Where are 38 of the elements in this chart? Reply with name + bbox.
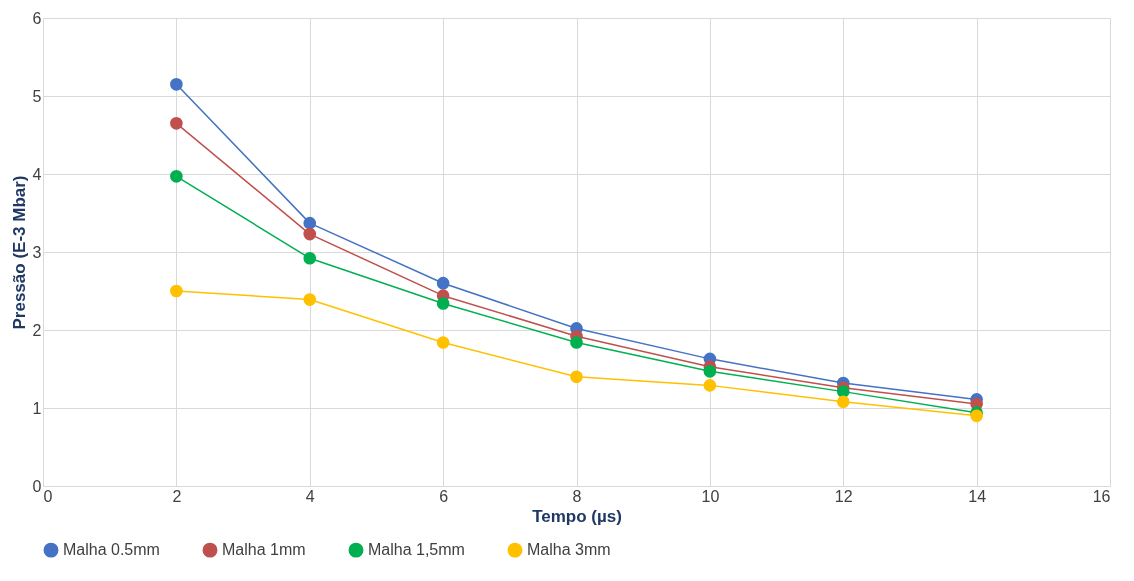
legend-label: Malha 3mm: [527, 541, 611, 559]
point: [303, 227, 317, 241]
point: [836, 395, 850, 409]
point: [170, 170, 183, 183]
legend-label: Malha 1mm: [222, 541, 306, 559]
y-tick-label: 4: [32, 165, 42, 183]
x-tick-label: 12: [834, 487, 853, 505]
y-axis-title: Pressão (E-3 Mbar): [9, 175, 29, 330]
x-tick-label: 2: [172, 487, 182, 505]
point: [436, 297, 450, 310]
y-tick-label: 2: [32, 321, 42, 339]
point: [170, 284, 183, 298]
legend-label: Malha 1,5mm: [368, 541, 465, 559]
point: [170, 116, 183, 130]
x-tick-label: 16: [1092, 487, 1111, 505]
point: [570, 336, 583, 349]
x-tick-label: 4: [305, 487, 315, 505]
x-tick-label: 14: [968, 487, 987, 505]
point: [570, 370, 583, 384]
point: [703, 365, 717, 378]
x-axis-title: Tempo (µs): [532, 506, 622, 526]
point: [970, 409, 983, 423]
y-tick-label: 3: [32, 243, 42, 261]
x-tick-label: 6: [439, 487, 449, 505]
legend-label: Malha 0.5mm: [63, 541, 160, 559]
point: [436, 336, 450, 349]
point: [303, 251, 317, 265]
y-tick-label: 6: [32, 9, 42, 27]
x-tick-label: 0: [43, 487, 53, 505]
point: [303, 216, 317, 230]
point: [303, 293, 317, 306]
y-tick-label: 1: [32, 399, 42, 417]
point: [703, 379, 717, 392]
point: [170, 77, 183, 91]
x-tick-label: 8: [572, 487, 582, 505]
y-tick-label: 5: [32, 87, 42, 105]
x-tick-label: 10: [701, 487, 720, 505]
point: [436, 276, 450, 290]
